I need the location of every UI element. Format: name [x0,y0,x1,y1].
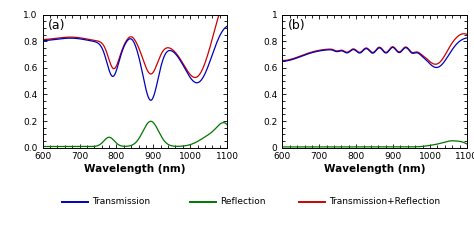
Text: Reflection: Reflection [220,197,266,206]
X-axis label: Wavelength (nm): Wavelength (nm) [84,164,186,174]
Text: Transmission: Transmission [92,197,151,206]
Text: (a): (a) [48,19,66,32]
Text: (b): (b) [288,19,306,32]
X-axis label: Wavelength (nm): Wavelength (nm) [324,164,426,174]
Text: Transmission+Reflection: Transmission+Reflection [329,197,440,206]
